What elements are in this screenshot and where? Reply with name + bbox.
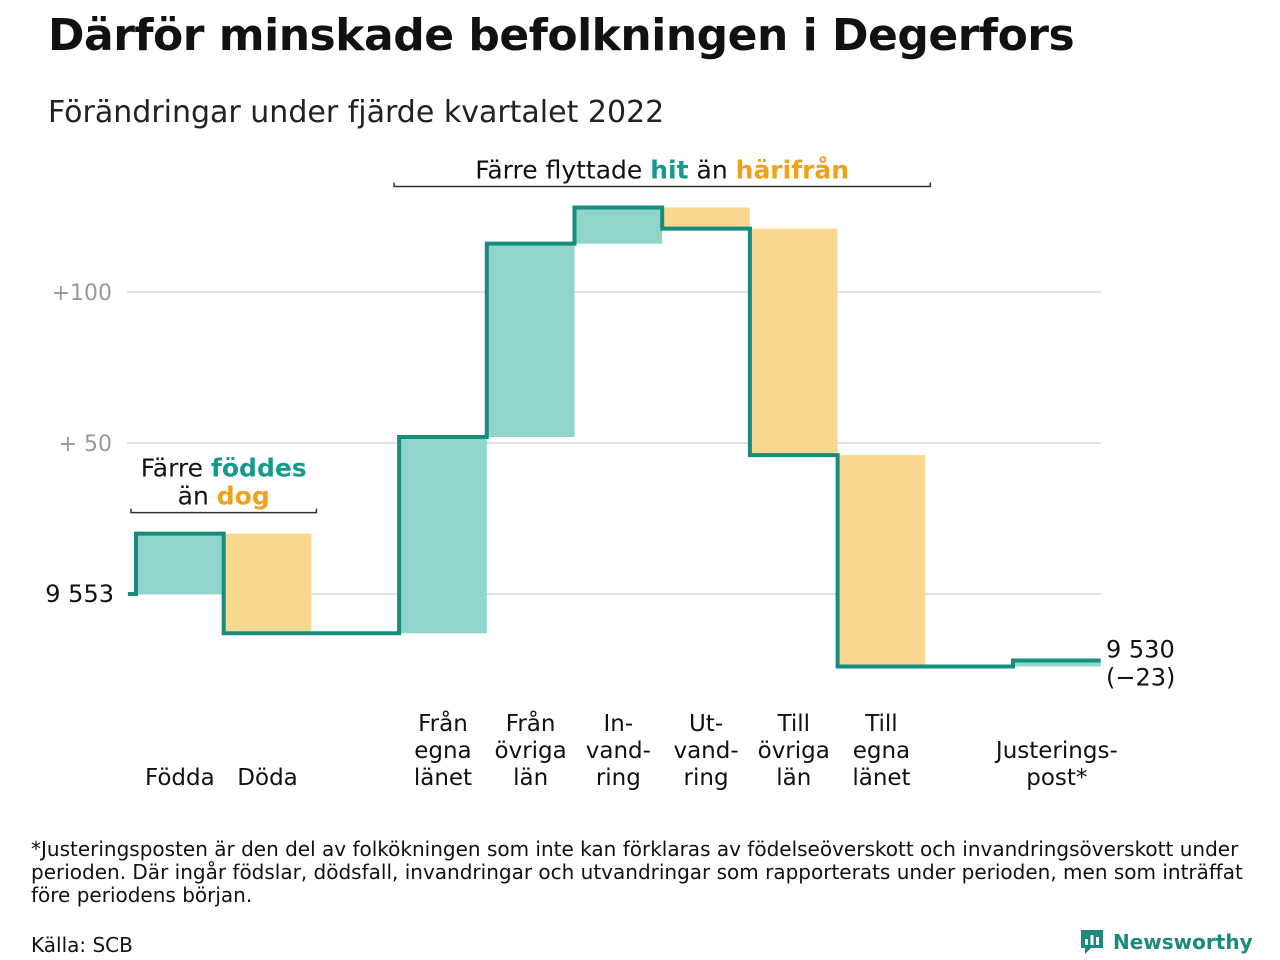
end-change-label: (−23) [1106,663,1175,691]
start-value-label: 9 553 [45,580,114,608]
decrease-bar [662,207,750,229]
category-label: Från egna länet [414,709,472,791]
waterfall-chart: + 50 +100 9 553 9 530(−23) Födda Döda Från egna… [45,155,1175,791]
annotation-bracket [130,508,318,514]
brand: Newsworthy [1079,928,1253,956]
category-label: Födda [145,765,215,791]
end-value-label: 9 530 [1106,635,1175,663]
increase-bar [574,207,663,244]
y-tick-label: + 50 [59,432,112,457]
annotation-text: Färre flyttade hit än härifrån [475,155,849,184]
annotation-bracket [393,182,932,188]
category-label: In-vand-ring [586,711,651,791]
cumulative-step-line [128,205,1101,669]
increase-bar [486,243,575,437]
annotation-text: Färre föddes [141,454,307,483]
footnote: *Justeringsposten är den del av folkökni… [31,837,1243,907]
category-label: Till egna länet [852,711,910,791]
category-label: Justerings-post* [994,738,1118,791]
decrease-bar [223,533,312,634]
annotation-text: än dog [178,482,270,511]
chart-subtitle: Förändringar under fjärde kvartalet 2022 [48,95,665,130]
y-tick-label: +100 [52,281,112,306]
increase-bar [1013,660,1101,667]
decrease-bar [749,228,838,456]
decrease-bar [837,455,926,667]
category-label: Döda [237,765,297,791]
category-label: Från övriga län [495,709,567,791]
newsworthy-logo-icon [1081,930,1103,954]
category-label: Till övriga län [758,711,830,791]
brand-name: Newsworthy [1113,930,1253,954]
increase-bar [399,436,487,634]
chart-title: Därför minskade befolkningen i Degerfors [48,10,1075,61]
source-label: Källa: SCB [31,933,133,957]
category-label: Ut-vand-ring [673,711,738,791]
increase-bar [136,533,224,594]
